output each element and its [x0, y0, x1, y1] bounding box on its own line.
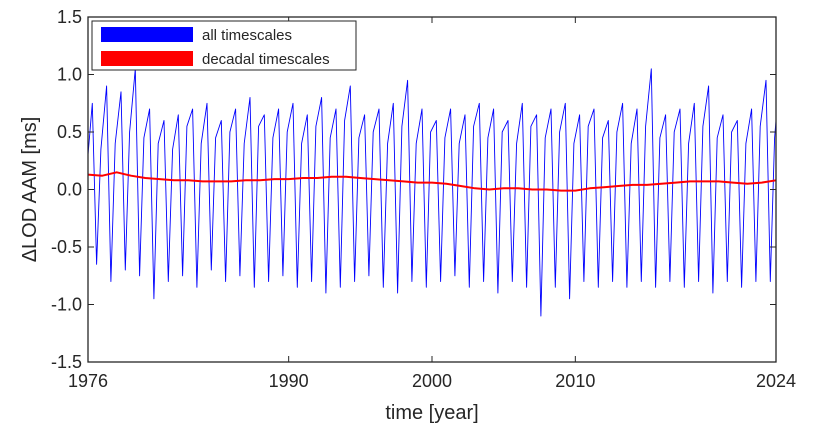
y-axis-label: ΔLOD AAM [ms]: [19, 117, 41, 263]
series-all-timescales: [87, 68, 777, 317]
legend-label-all-timescales: all timescales: [202, 27, 292, 44]
x-tick-label: 2010: [555, 371, 595, 391]
y-tick-label: 0.0: [57, 180, 82, 200]
plot-area: [87, 17, 777, 362]
series-line-all-timescales: [87, 68, 777, 317]
series-decadal-timescales: [87, 171, 777, 192]
y-tick-label: 1.0: [57, 65, 82, 85]
y-axis-ticks: -1.5 -1.0 -0.5 0.0 0.5 1.0 1.5: [51, 7, 776, 372]
x-tick-label: 2024: [756, 371, 796, 391]
legend-swatch-all-timescales: [101, 27, 193, 42]
legend-swatch-decadal-timescales: [101, 51, 193, 66]
x-tick-label: 1990: [269, 371, 309, 391]
y-tick-label: -0.5: [51, 237, 82, 257]
plot-background: [88, 17, 776, 362]
x-axis-ticks: 1976 1990 2000 2010 2024: [68, 17, 796, 391]
y-tick-label: 0.5: [57, 122, 82, 142]
y-tick-label: -1.5: [51, 352, 82, 372]
legend: all timescales decadal timescales: [91, 20, 357, 71]
x-tick-label: 1976: [68, 371, 108, 391]
y-tick-label: -1.0: [51, 295, 82, 315]
x-tick-label: 2000: [412, 371, 452, 391]
x-axis-label: time [year]: [385, 402, 478, 424]
y-tick-label: 1.5: [57, 7, 82, 27]
legend-label-decadal-timescales: decadal timescales: [202, 51, 330, 68]
series-line-decadal-timescales: [87, 171, 777, 192]
